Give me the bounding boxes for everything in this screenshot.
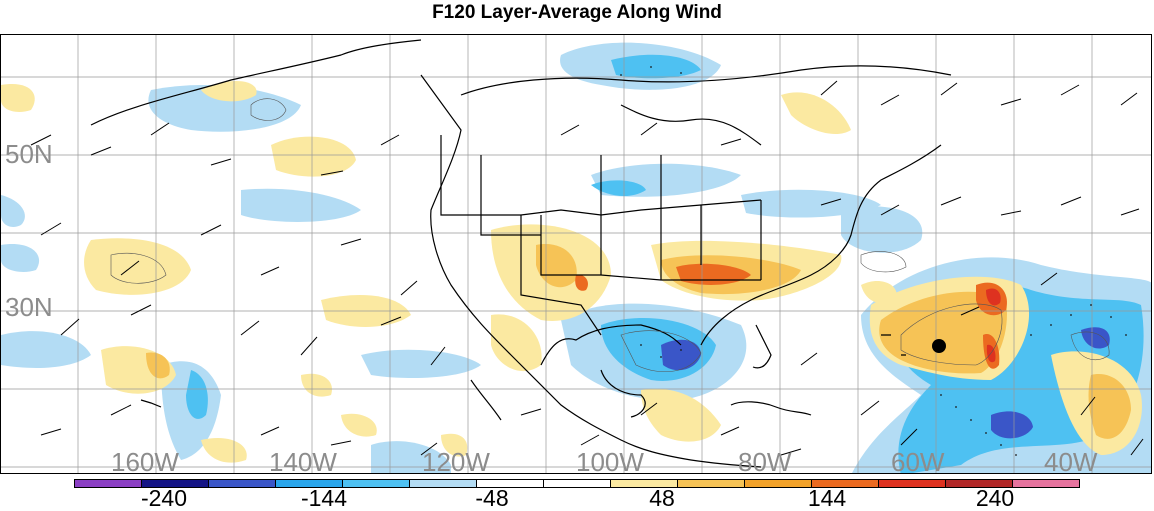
colorbar-tick-144: 144: [807, 485, 847, 511]
lon-label-140w: 140W: [269, 447, 337, 474]
colorbar-tick-240: 240: [975, 485, 1015, 511]
chart-title: F120 Layer-Average Along Wind: [432, 2, 722, 23]
colorbar-segment: [946, 480, 1013, 487]
lat-label-30n: 30N: [5, 292, 53, 322]
colorbar-segment: [142, 480, 209, 487]
lon-label-160w: 160W: [111, 447, 179, 474]
lon-label-100w: 100W: [576, 447, 644, 474]
lon-label-40w: 40W: [1044, 447, 1098, 474]
colorbar-segment: [611, 480, 678, 487]
colorbar-tick-neg240: -240: [140, 485, 188, 511]
shaded-field-layer: [1, 42, 1151, 473]
colorbar-segment: [276, 480, 343, 487]
coastlines: [90, 39, 952, 468]
colorbar-segment: [544, 480, 611, 487]
lon-label-80w: 80W: [738, 447, 792, 474]
lon-label-60w: 60W: [891, 447, 945, 474]
colorbar-segment: [879, 480, 946, 487]
lon-label-120w: 120W: [422, 447, 490, 474]
colorbar-tick-neg144: -144: [300, 485, 348, 511]
colorbar-segment: [209, 480, 276, 487]
colorbar-segment: [343, 480, 410, 487]
color-legend-bar: [74, 479, 1080, 488]
colorbar-tick-48: 48: [649, 485, 675, 511]
map-panel: 50N 30N 160W 140W 120W 100W 80W 60W 40W: [0, 34, 1152, 474]
colorbar-segment: [812, 480, 879, 487]
colorbar-segment: [1013, 480, 1079, 487]
lat-label-50n: 50N: [5, 139, 53, 169]
negative-strong-areas: [661, 327, 1110, 439]
colorbar-segment: [410, 480, 477, 487]
colorbar-segment: [678, 480, 745, 487]
wind-map: [1, 35, 1151, 473]
colorbar-tick-neg48: -48: [475, 485, 509, 511]
storm-center-marker: [932, 339, 946, 353]
colorbar-segment: [75, 480, 142, 487]
stipple-dots: [620, 66, 1127, 456]
colorbar-segment: [477, 480, 544, 487]
wind-barbs: [30, 80, 1144, 456]
colorbar-segment: [745, 480, 812, 487]
